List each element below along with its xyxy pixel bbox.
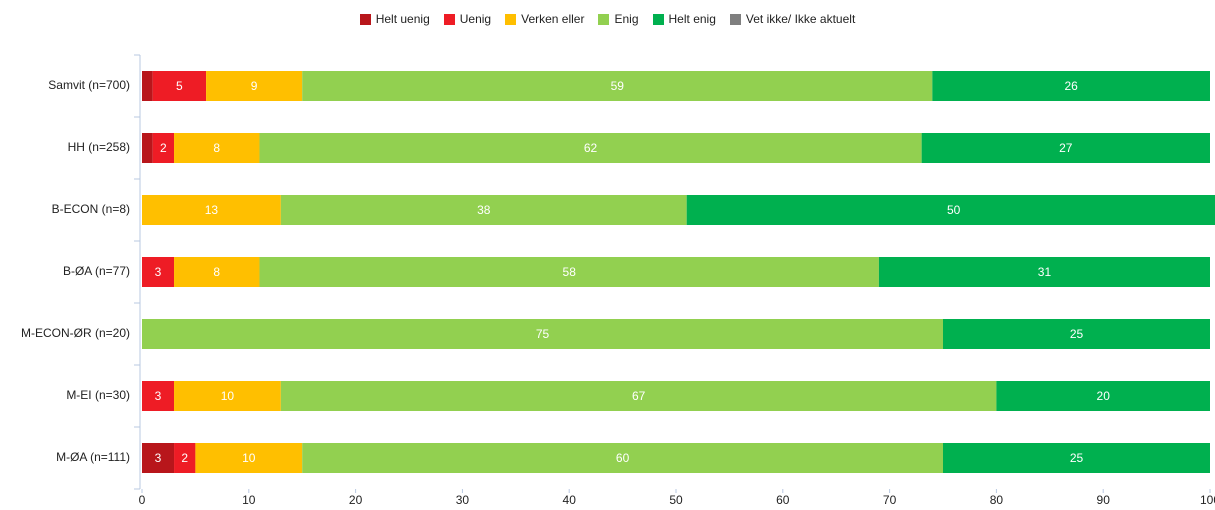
bar-segment xyxy=(280,195,687,225)
data-label: 2 xyxy=(160,141,167,155)
x-tick-label: 10 xyxy=(242,493,256,507)
bar-segment xyxy=(142,319,943,349)
bar-segment xyxy=(259,257,879,287)
bar-segment xyxy=(280,381,997,411)
x-tick-label: 100 xyxy=(1200,493,1215,507)
data-label: 50 xyxy=(947,203,961,217)
data-label: 3 xyxy=(155,451,162,465)
x-tick-label: 40 xyxy=(563,493,577,507)
bar-segment xyxy=(152,133,175,163)
data-label: 27 xyxy=(1059,141,1073,155)
x-tick-label: 80 xyxy=(990,493,1004,507)
x-tick-label: 20 xyxy=(349,493,363,507)
bar-segment xyxy=(302,71,933,101)
bar-segment xyxy=(921,133,1210,163)
y-tick-label: M-ECON-ØR (n=20) xyxy=(21,326,130,340)
legend-item: Helt uenig xyxy=(359,12,430,26)
bar-segment xyxy=(195,443,303,473)
y-tick-label: M-ØA (n=111) xyxy=(56,450,130,464)
data-label: 13 xyxy=(205,203,219,217)
data-label: 60 xyxy=(616,451,630,465)
bar-segment xyxy=(174,381,281,411)
x-tick-label: 60 xyxy=(776,493,790,507)
data-label: 9 xyxy=(251,79,258,93)
y-tick-label: B-ECON (n=8) xyxy=(52,202,130,216)
data-label: 3 xyxy=(155,389,162,403)
y-tick-label: B-ØA (n=77) xyxy=(63,264,130,278)
bar-segment xyxy=(259,133,922,163)
y-tick-label: M-EI (n=30) xyxy=(66,388,130,402)
legend-swatch xyxy=(598,13,610,25)
bar-segment xyxy=(142,71,153,101)
bar-segment xyxy=(142,195,281,225)
legend-item: Verken eller xyxy=(505,12,584,26)
data-label: 38 xyxy=(477,203,491,217)
bar-segment xyxy=(943,319,1210,349)
bar-segment xyxy=(943,443,1210,473)
y-tick-label: HH (n=258) xyxy=(68,140,130,154)
data-label: 20 xyxy=(1097,389,1111,403)
x-tick-label: 50 xyxy=(669,493,683,507)
data-label: 58 xyxy=(563,265,577,279)
data-label: 10 xyxy=(221,389,235,403)
legend-label: Enig xyxy=(614,12,639,26)
legend-item: Helt enig xyxy=(652,12,716,26)
x-tick-label: 90 xyxy=(1097,493,1111,507)
data-label: 8 xyxy=(213,141,220,155)
legend-label: Helt uenig xyxy=(375,12,430,26)
data-label: 5 xyxy=(176,79,183,93)
data-label: 3 xyxy=(155,265,162,279)
legend-label: Vet ikke/ Ikke aktuelt xyxy=(745,12,856,26)
bar-segment xyxy=(206,71,303,101)
legend-item: Vet ikke/ Ikke aktuelt xyxy=(729,12,856,26)
data-label: 25 xyxy=(1070,327,1084,341)
data-label: 59 xyxy=(611,79,625,93)
bar-segment xyxy=(152,71,207,101)
legend-swatch xyxy=(443,13,455,25)
data-label: 25 xyxy=(1070,451,1084,465)
legend-item: Uenig xyxy=(443,12,492,26)
legend-swatch xyxy=(505,13,517,25)
bar-segment xyxy=(142,381,175,411)
data-label: 26 xyxy=(1064,79,1078,93)
legend-label: Uenig xyxy=(459,12,492,26)
bar-segment xyxy=(932,71,1210,101)
data-label: 10 xyxy=(242,451,256,465)
data-label: 31 xyxy=(1038,265,1052,279)
legend: Helt uenig Uenig Verken eller Enig Helt enig… xyxy=(0,12,1215,26)
legend-swatch xyxy=(652,13,664,25)
bar-segment xyxy=(686,195,1215,225)
bar-segment xyxy=(142,257,175,287)
legend-swatch xyxy=(359,13,371,25)
legend-label: Verken eller xyxy=(521,12,585,26)
bar-segment xyxy=(174,443,196,473)
bar-segment xyxy=(174,257,260,287)
legend-swatch xyxy=(729,13,741,25)
y-tick-label: Samvit (n=700) xyxy=(48,78,130,92)
data-label: 8 xyxy=(213,265,220,279)
x-tick-label: 0 xyxy=(139,493,146,507)
bar-segment xyxy=(174,133,260,163)
x-tick-label: 70 xyxy=(883,493,897,507)
data-label: 75 xyxy=(536,327,550,341)
x-tick-label: 30 xyxy=(456,493,470,507)
bar-segment xyxy=(878,257,1210,287)
bar-segment xyxy=(142,133,153,163)
legend-item: Enig xyxy=(598,12,639,26)
data-label: 67 xyxy=(632,389,646,403)
bar-segment xyxy=(996,381,1210,411)
bar-segment xyxy=(142,443,175,473)
data-label: 62 xyxy=(584,141,598,155)
bar-segment xyxy=(302,443,943,473)
legend-label: Helt enig xyxy=(668,12,716,26)
data-label: 2 xyxy=(181,451,188,465)
